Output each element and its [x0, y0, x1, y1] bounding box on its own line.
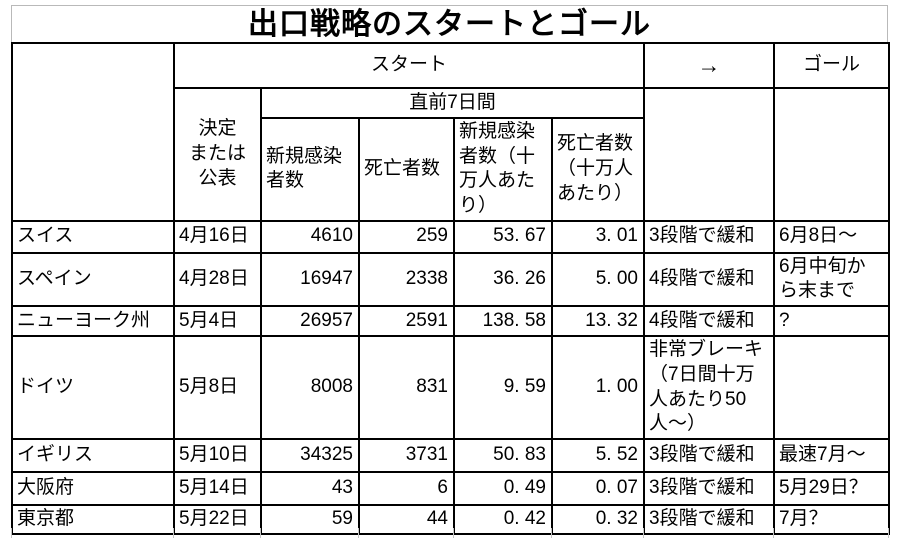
cell-deaths: 3731 [358, 437, 455, 473]
cell-deaths-per-100k: 0. 07 [551, 470, 645, 506]
cell-deaths: 2591 [358, 305, 455, 338]
cell-goal: 6月中旬から末まで [773, 251, 890, 308]
cell-deaths: 831 [358, 335, 455, 440]
header-new-cases: 新規感染者数 [260, 117, 360, 222]
cell-new-cases: 43 [260, 470, 360, 506]
cell-date: 4月16日 [173, 219, 262, 254]
header-arrow-spacer-cell [643, 87, 775, 222]
gridline-stubs [0, 528, 900, 538]
cell-deaths: 2338 [358, 251, 455, 308]
table-row: イギリス 5月10日 34325 3731 50. 83 5. 52 3段階で緩… [11, 437, 890, 473]
cell-deaths-per-100k: 5. 00 [551, 251, 645, 308]
cell-deaths: 6 [358, 470, 455, 506]
header-decision-date: 決定 または 公表 [173, 87, 262, 222]
table-row: ニューヨーク州 5月4日 26957 2591 138. 58 13. 32 4… [11, 305, 890, 338]
header-deaths-per-100k: 死亡者数（十万人あたり） [551, 117, 645, 222]
cell-region: スイス [11, 219, 175, 254]
cell-date: 5月8日 [173, 335, 262, 440]
cell-region: 大阪府 [11, 470, 175, 506]
cell-policy: 3段階で緩和 [643, 470, 775, 506]
header-goal: ゴール [773, 42, 890, 89]
cell-policy: 非常ブレーキ（7日間十万人あたり50人〜） [643, 335, 775, 440]
exit-strategy-table: スタート → ゴール 決定 または 公表 直前7日間 新規感染者数 死亡者数 新… [11, 42, 890, 535]
cell-new-cases: 59 [260, 503, 360, 535]
cell-date: 5月4日 [173, 305, 262, 338]
cell-deaths: 259 [358, 219, 455, 254]
cell-deaths-per-100k: 13. 32 [551, 305, 645, 338]
cell-new-cases-per-100k: 138. 58 [453, 305, 553, 338]
header-corner-cell [11, 42, 175, 222]
cell-new-cases: 4610 [260, 219, 360, 254]
cell-policy: 3段階で緩和 [643, 503, 775, 535]
cell-new-cases-per-100k: 0. 42 [453, 503, 553, 535]
cell-new-cases-per-100k: 9. 59 [453, 335, 553, 440]
cell-policy: 4段階で緩和 [643, 251, 775, 308]
cell-goal: 5月29日？ [773, 470, 890, 506]
cell-new-cases-per-100k: 53. 67 [453, 219, 553, 254]
cell-deaths-per-100k: 1. 00 [551, 335, 645, 440]
table-row: ドイツ 5月8日 8008 831 9. 59 1. 00 非常ブレーキ（7日間… [11, 335, 890, 440]
header-goal-spacer-cell [773, 87, 890, 222]
header-arrow-icon: → [643, 42, 775, 89]
table-row: スイス 4月16日 4610 259 53. 67 3. 01 3段階で緩和 6… [11, 219, 890, 254]
cell-region: 東京都 [11, 503, 175, 535]
table-row: 東京都 5月22日 59 44 0. 42 0. 32 3段階で緩和 7月？ [11, 503, 890, 535]
cell-deaths-per-100k: 5. 52 [551, 437, 645, 473]
cell-region: スペイン [11, 251, 175, 308]
cell-new-cases: 8008 [260, 335, 360, 440]
table-row: スペイン 4月28日 16947 2338 36. 26 5. 00 4段階で緩… [11, 251, 890, 308]
cell-goal: ? [773, 305, 890, 338]
cell-date: 5月14日 [173, 470, 262, 506]
header-deaths: 死亡者数 [358, 117, 455, 222]
header-last-7-days: 直前7日間 [260, 87, 645, 119]
cell-deaths: 44 [358, 503, 455, 535]
header-row-top: スタート → ゴール [11, 42, 890, 222]
cell-goal [773, 335, 890, 440]
cell-region: イギリス [11, 437, 175, 473]
cell-region: ニューヨーク州 [11, 305, 175, 338]
table-title: 出口戦略のスタートとゴール [11, 5, 888, 42]
cell-new-cases: 16947 [260, 251, 360, 308]
cell-policy: 4段階で緩和 [643, 305, 775, 338]
cell-date: 5月10日 [173, 437, 262, 473]
cell-deaths-per-100k: 3. 01 [551, 219, 645, 254]
cell-goal: 最速7月〜 [773, 437, 890, 473]
cell-new-cases-per-100k: 50. 83 [453, 437, 553, 473]
cell-goal: 6月8日〜 [773, 219, 890, 254]
cell-new-cases: 26957 [260, 305, 360, 338]
table-row: 大阪府 5月14日 43 6 0. 49 0. 07 3段階で緩和 5月29日？ [11, 470, 890, 506]
header-start: スタート [173, 42, 645, 89]
cell-region: ドイツ [11, 335, 175, 440]
cell-goal: 7月？ [773, 503, 890, 535]
header-row-middle: 決定 または 公表 直前7日間 [12, 87, 890, 222]
cell-deaths-per-100k: 0. 32 [551, 503, 645, 535]
cell-new-cases-per-100k: 36. 26 [453, 251, 553, 308]
cell-date: 4月28日 [173, 251, 262, 308]
header-new-cases-per-100k: 新規感染者数（十万人あたり） [453, 117, 553, 222]
cell-new-cases: 34325 [260, 437, 360, 473]
cell-policy: 3段階で緩和 [643, 437, 775, 473]
cell-date: 5月22日 [173, 503, 262, 535]
cell-policy: 3段階で緩和 [643, 219, 775, 254]
cell-new-cases-per-100k: 0. 49 [453, 470, 553, 506]
header-row-sub: 新規感染者数 死亡者数 新規感染者数（十万人あたり） 死亡者数（十万人あたり） [12, 117, 889, 222]
